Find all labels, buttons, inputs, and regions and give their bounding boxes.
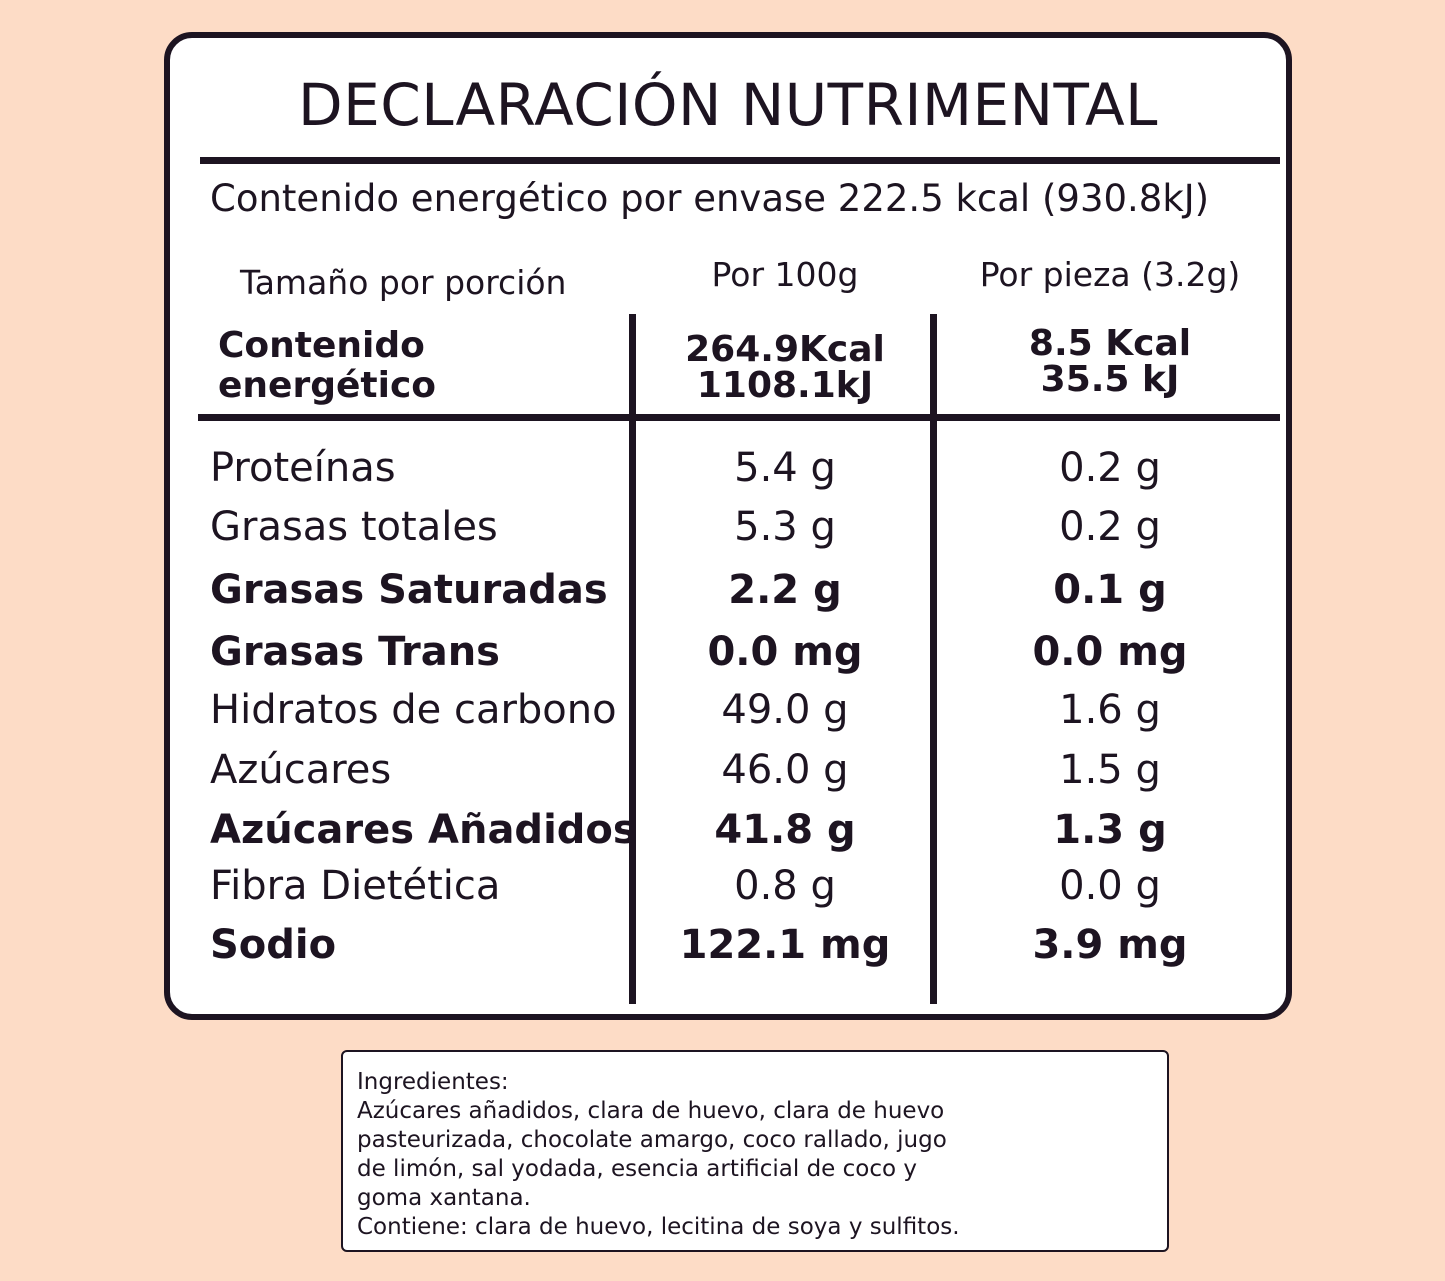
ingredients-line: pasteurizada, chocolate amargo, coco ral… xyxy=(357,1127,947,1153)
nutrient-per-100g: 2.2 g xyxy=(728,567,842,613)
nutrient-row: Hidratos de carbono 49.0 g 1.6 g xyxy=(170,690,1286,748)
nutrient-row: Fibra Dietética 0.8 g 0.0 g xyxy=(170,866,1286,924)
nutrient-per-piece: 1.5 g xyxy=(1059,747,1161,793)
energy-per-100g: 264.9Kcal 1108.1kJ xyxy=(635,332,935,404)
nutrition-facts-panel: DECLARACIÓN NUTRIMENTAL Contenido energé… xyxy=(164,32,1292,1020)
nutrient-name: Hidratos de carbono xyxy=(210,687,617,733)
ingredients-line: Azúcares añadidos, clara de huevo, clara… xyxy=(357,1098,945,1124)
nutrient-per-100g: 0.8 g xyxy=(734,863,836,909)
nutrient-per-piece: 0.2 g xyxy=(1059,445,1161,491)
energy-divider xyxy=(198,414,1280,421)
nutrient-per-100g: 5.4 g xyxy=(734,445,836,491)
nutrient-row: Grasas totales 5.3 g 0.2 g xyxy=(170,507,1286,565)
nutrient-per-piece: 1.3 g xyxy=(1053,807,1167,853)
energy-per-package: Contenido energético por envase 222.5 kc… xyxy=(210,177,1210,220)
nutrient-per-100g: 41.8 g xyxy=(714,807,856,853)
nutrient-per-piece: 0.1 g xyxy=(1053,567,1167,613)
energy-piece-kcal: 8.5 Kcal xyxy=(1028,323,1192,364)
energy-piece-kj: 35.5 kJ xyxy=(1040,359,1180,400)
nutrient-row: Azúcares Añadidos 41.8 g 1.3 g xyxy=(170,810,1286,868)
nutrient-row: Proteínas 5.4 g 0.2 g xyxy=(170,448,1286,506)
nutrient-per-piece: 0.0 mg xyxy=(1032,629,1188,675)
nutrient-row: Grasas Saturadas 2.2 g 0.1 g xyxy=(170,570,1286,628)
nutrient-row: Sodio 122.1 mg 3.9 mg xyxy=(170,925,1286,983)
energy-content-label: Contenido energético xyxy=(218,326,436,406)
nutrient-per-100g: 5.3 g xyxy=(734,504,836,550)
nutrient-name: Grasas Trans xyxy=(210,629,500,675)
ingredients-heading: Ingredientes: xyxy=(357,1069,509,1095)
nutrient-per-100g: 122.1 mg xyxy=(679,922,891,968)
column-divider-left xyxy=(629,314,636,1004)
nutrient-name: Fibra Dietética xyxy=(210,863,501,909)
energy-label-line1: Contenido xyxy=(218,325,425,366)
nutrient-name: Grasas Saturadas xyxy=(210,567,608,613)
nutrient-name: Sodio xyxy=(210,922,337,968)
ingredients-line: goma xantana. xyxy=(357,1185,531,1211)
label-title: DECLARACIÓN NUTRIMENTAL xyxy=(298,71,1158,139)
serving-size-label: Tamaño por porción xyxy=(240,263,567,302)
column-divider-right xyxy=(930,314,937,1004)
ingredients-line: de limón, sal yodada, esencia artificial… xyxy=(357,1156,917,1182)
nutrient-per-100g: 0.0 mg xyxy=(707,629,863,675)
title-divider xyxy=(200,157,1280,164)
nutrient-per-100g: 49.0 g xyxy=(721,687,849,733)
nutrient-per-piece: 0.0 g xyxy=(1059,863,1161,909)
energy-100g-kj: 1108.1kJ xyxy=(696,365,874,406)
ingredients-line: Contiene: clara de huevo, lecitina de so… xyxy=(357,1214,960,1240)
nutrient-name: Azúcares Añadidos xyxy=(210,807,637,853)
nutrient-name: Grasas totales xyxy=(210,504,498,550)
ingredients-box: Ingredientes: Azúcares añadidos, clara de… xyxy=(341,1050,1169,1252)
column-header-per-100g: Por 100g xyxy=(711,255,859,294)
energy-label-line2: energético xyxy=(218,365,437,406)
energy-per-piece: 8.5 Kcal 35.5 kJ xyxy=(960,326,1260,398)
nutrient-per-piece: 0.2 g xyxy=(1059,504,1161,550)
column-header-per-piece: Por pieza (3.2g) xyxy=(979,255,1241,294)
nutrient-per-100g: 46.0 g xyxy=(721,747,849,793)
nutrient-row: Grasas Trans 0.0 mg 0.0 mg xyxy=(170,632,1286,690)
nutrient-per-piece: 1.6 g xyxy=(1059,687,1161,733)
nutrient-row: Azúcares 46.0 g 1.5 g xyxy=(170,750,1286,808)
nutrient-name: Proteínas xyxy=(210,445,396,491)
nutrient-per-piece: 3.9 mg xyxy=(1032,922,1188,968)
energy-100g-kcal: 264.9Kcal xyxy=(685,329,885,370)
nutrient-name: Azúcares xyxy=(210,747,392,793)
